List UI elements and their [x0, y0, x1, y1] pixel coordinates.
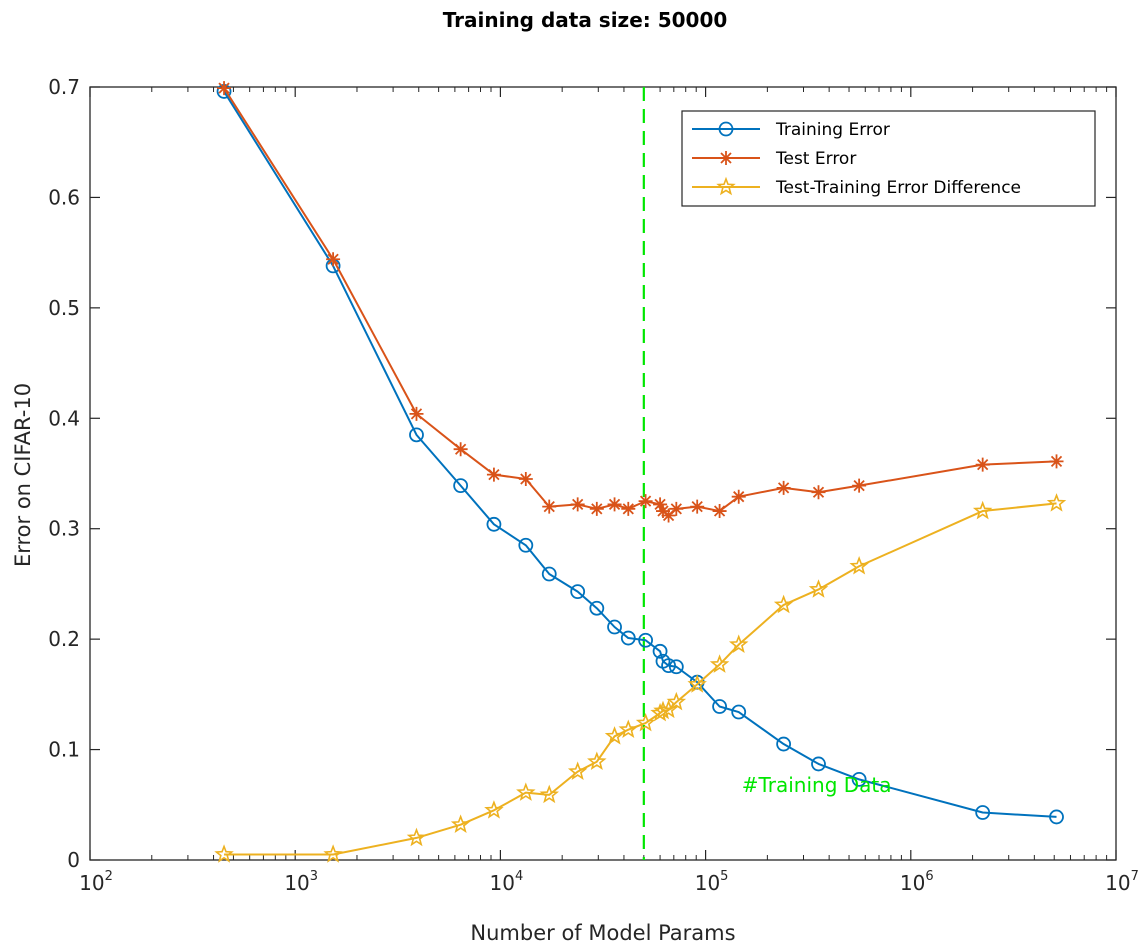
data-point-diff [808, 579, 829, 598]
data-point-training [668, 659, 684, 675]
data-point-diff [406, 827, 427, 847]
data-point-diff [972, 500, 993, 520]
legend-label-training: Training Error [775, 120, 890, 140]
data-point-diff [635, 712, 656, 732]
data-point-training [409, 427, 424, 443]
x-tick-label: 105 [695, 869, 729, 895]
y-tick-label: 0.5 [48, 296, 80, 320]
data-point-test [409, 406, 424, 421]
data-point-training [607, 619, 622, 635]
data-point-diff [728, 634, 749, 653]
data-point-training [975, 805, 991, 820]
y-tick-label: 0 [67, 848, 80, 872]
y-tick-label: 0.4 [48, 406, 80, 430]
data-point-test [607, 497, 622, 512]
data-point-test [326, 252, 341, 267]
data-point-diff [214, 844, 234, 863]
data-point-diff [323, 844, 343, 863]
data-point-test [661, 508, 676, 523]
data-point-test [518, 472, 533, 487]
x-tick-label: 107 [1105, 869, 1139, 895]
y-tick-label: 0.2 [48, 627, 80, 651]
x-axis-label: Number of Model Params [470, 921, 735, 945]
data-point-test [975, 457, 990, 472]
data-point-training [638, 632, 653, 648]
data-point-diff [849, 556, 869, 575]
data-point-test [1049, 454, 1064, 469]
y-tick-label: 0.7 [48, 75, 80, 99]
legend-label-test: Test Error [775, 149, 856, 169]
data-point-training [712, 699, 727, 714]
data-point-test [653, 497, 668, 512]
data-point-training [811, 756, 826, 772]
y-tick-label: 0.3 [48, 517, 80, 541]
x-tick-label: 104 [490, 869, 524, 895]
data-point-training [661, 658, 676, 674]
y-axis-label: Error on CIFAR-10 [11, 383, 35, 567]
data-point-test [776, 480, 791, 495]
plot-area: 0 0.1 0.2 0.3 0.4 0.5 0.6 0.7 102 103 104 105 106 107… [48, 75, 1139, 895]
x-tick-label: 102 [79, 869, 113, 895]
data-point-diff [773, 594, 794, 614]
data-point-test [811, 485, 826, 500]
data-point-test [486, 467, 501, 482]
data-point-diff [484, 800, 504, 819]
data-point-test [570, 497, 585, 512]
data-point-test [542, 499, 557, 514]
y-tick-label: 0.6 [48, 185, 80, 209]
data-point-diff [567, 761, 588, 780]
data-point-training [486, 516, 502, 532]
data-point-test [852, 478, 867, 493]
data-point-training [541, 566, 557, 582]
data-point-training [652, 643, 668, 659]
chart-title: Training data size: 50000 [443, 8, 728, 32]
data-point-diff [604, 726, 625, 745]
data-point-diff [1046, 493, 1067, 512]
data-point-training [570, 584, 586, 600]
axes-box [89, 86, 1117, 861]
legend-marker-diff [716, 176, 736, 196]
data-point-training [453, 478, 469, 494]
data-point-test [589, 501, 604, 516]
legend-label-diff: Test-Training Error Difference [775, 178, 1021, 198]
data-point-test [690, 499, 705, 514]
data-point-training [518, 537, 534, 553]
training-data-annotation: #Training Data [742, 773, 892, 797]
data-point-diff [666, 691, 687, 711]
data-point-diff [653, 700, 673, 720]
data-point-training [1049, 809, 1064, 825]
legend-marker-test [719, 151, 733, 165]
data-point-test [638, 494, 653, 509]
x-tick-label: 106 [900, 869, 934, 895]
data-point-diff [587, 751, 607, 771]
legend: Training Error Test Error Test-Training Er… [681, 110, 1096, 207]
data-point-training [851, 771, 867, 787]
data-point-test [669, 501, 684, 516]
data-point-training [776, 736, 792, 752]
data-point-diff [450, 814, 471, 833]
data-point-training [589, 600, 605, 616]
data-point-training [731, 704, 747, 720]
y-tick-label: 0.1 [48, 738, 80, 762]
data-point-test [731, 489, 746, 504]
x-tick-label: 103 [284, 869, 318, 895]
data-point-diff [539, 784, 560, 804]
legend-marker-training [718, 121, 734, 137]
data-point-diff [618, 719, 639, 738]
data-point-test [217, 81, 232, 96]
data-point-diff [709, 654, 730, 673]
data-point-test [621, 501, 636, 516]
data-point-test [453, 442, 468, 457]
data-point-diff [687, 674, 707, 693]
data-point-training [620, 630, 636, 646]
series-line-diff [224, 502, 1057, 856]
data-point-test [712, 504, 727, 519]
data-point-diff [516, 782, 536, 801]
